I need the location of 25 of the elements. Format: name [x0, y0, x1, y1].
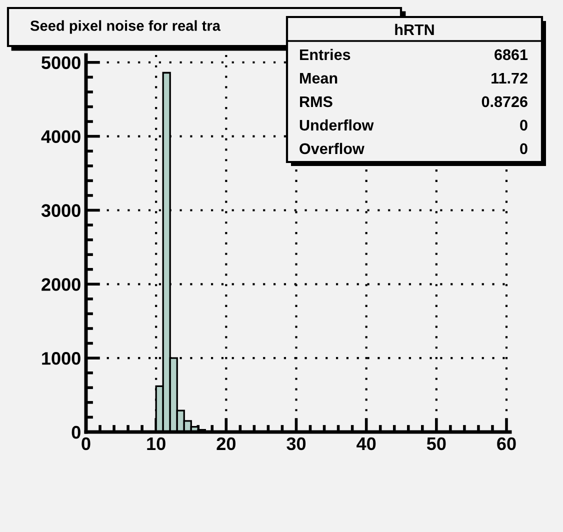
x-tick-label: 50 — [426, 437, 446, 450]
annotation: Entries — [300, 48, 350, 60]
chart-title: Seed pixel noise for real tra — [30, 20, 221, 34]
annotation: Overflow — [300, 142, 364, 154]
annotation: 6861 — [494, 49, 528, 60]
x-tick-label: 40 — [356, 437, 376, 450]
y-tick-label: 2000 — [42, 278, 80, 291]
x-tick-label: 20 — [216, 437, 236, 450]
y-tick-label: 1000 — [42, 352, 80, 365]
text: 0 — [520, 120, 528, 131]
y-tick-label: 5000 — [42, 56, 80, 70]
x-tick-label: 10 — [147, 437, 166, 450]
y-tick-label: 0 — [72, 426, 80, 439]
y-tick-label: 4000 — [41, 130, 80, 144]
y-tick-label: 3000 — [41, 204, 80, 217]
annotation: RMS — [300, 96, 332, 108]
text: 0 — [520, 143, 528, 154]
x-tick-label: 0 — [82, 437, 90, 450]
text: hRTN — [395, 24, 434, 35]
x-tick-label: 60 — [497, 437, 516, 450]
annotation: Underflow — [300, 119, 374, 131]
annotation: 11.72 — [492, 72, 528, 84]
annotation: Mean — [300, 72, 338, 84]
x-tick-label: 30 — [286, 437, 306, 450]
annotation: 0.8726 — [482, 96, 528, 108]
